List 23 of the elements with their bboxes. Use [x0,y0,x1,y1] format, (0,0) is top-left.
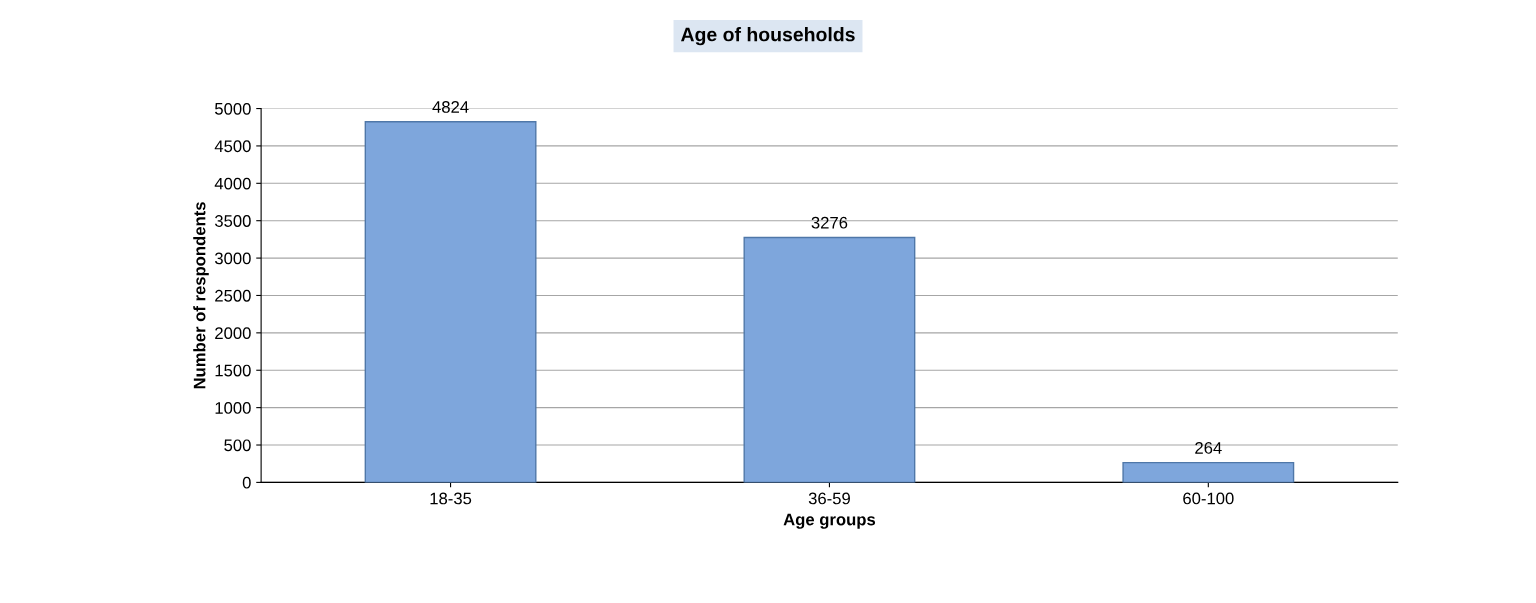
y-tick-label: 2500 [215,289,251,302]
y-tick-label: 4500 [214,140,251,153]
data-label: 3276 [811,216,848,229]
y-tick-label: 4000 [214,177,251,190]
y-tick-label: 1500 [215,364,251,377]
y-tick-label: 500 [224,439,251,452]
y-tick-label: 0 [242,476,251,489]
x-tick-label: 18-35 [430,492,472,505]
bar [364,121,537,483]
x-axis-title: Age groups [783,513,876,529]
y-tick-label: 5000 [214,102,251,115]
bar [743,236,916,483]
y-tick-label: 3500 [214,215,251,227]
y-tick-label: 1000 [215,402,251,414]
y-tick-label: 2000 [215,327,251,340]
y-tick-label: 3000 [214,252,251,265]
bar [1122,461,1295,483]
chart-title: Age of households [680,27,855,46]
data-label: 4824 [432,101,469,113]
data-label: 264 [1195,442,1222,454]
y-axis-title: Number of respondents [193,202,209,389]
x-tick-label: 36-59 [808,492,850,505]
x-tick-label: 60-100 [1183,492,1234,505]
